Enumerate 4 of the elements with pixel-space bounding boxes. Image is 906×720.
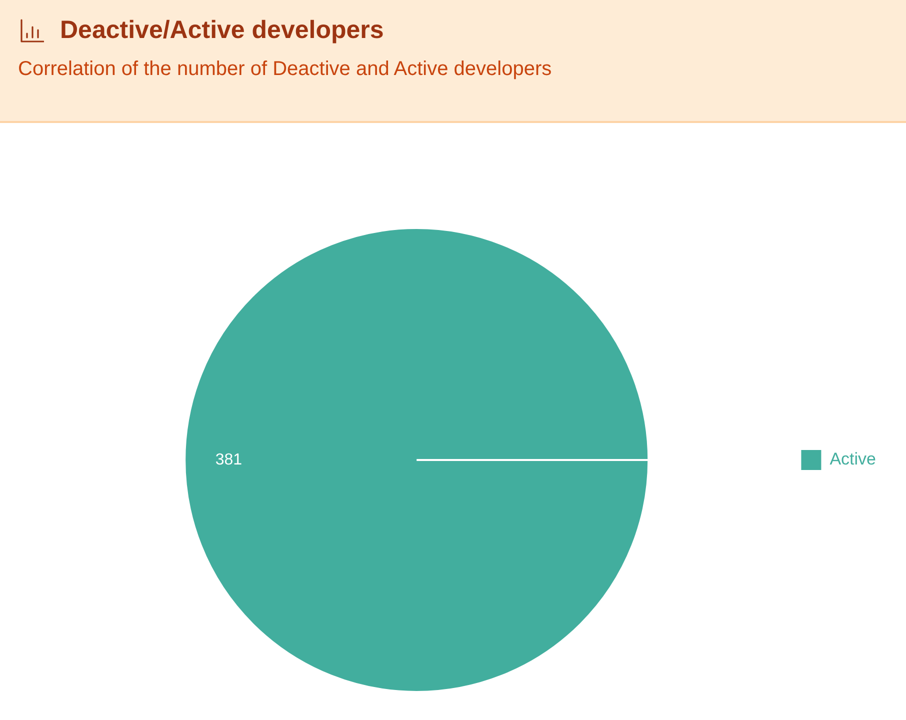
- legend-label: Active: [830, 450, 876, 469]
- chart-subtitle: Correlation of the number of Deactive and Active developers: [18, 58, 552, 81]
- data-label: 381: [215, 451, 242, 468]
- chart-title: Deactive/Active developers: [60, 16, 384, 45]
